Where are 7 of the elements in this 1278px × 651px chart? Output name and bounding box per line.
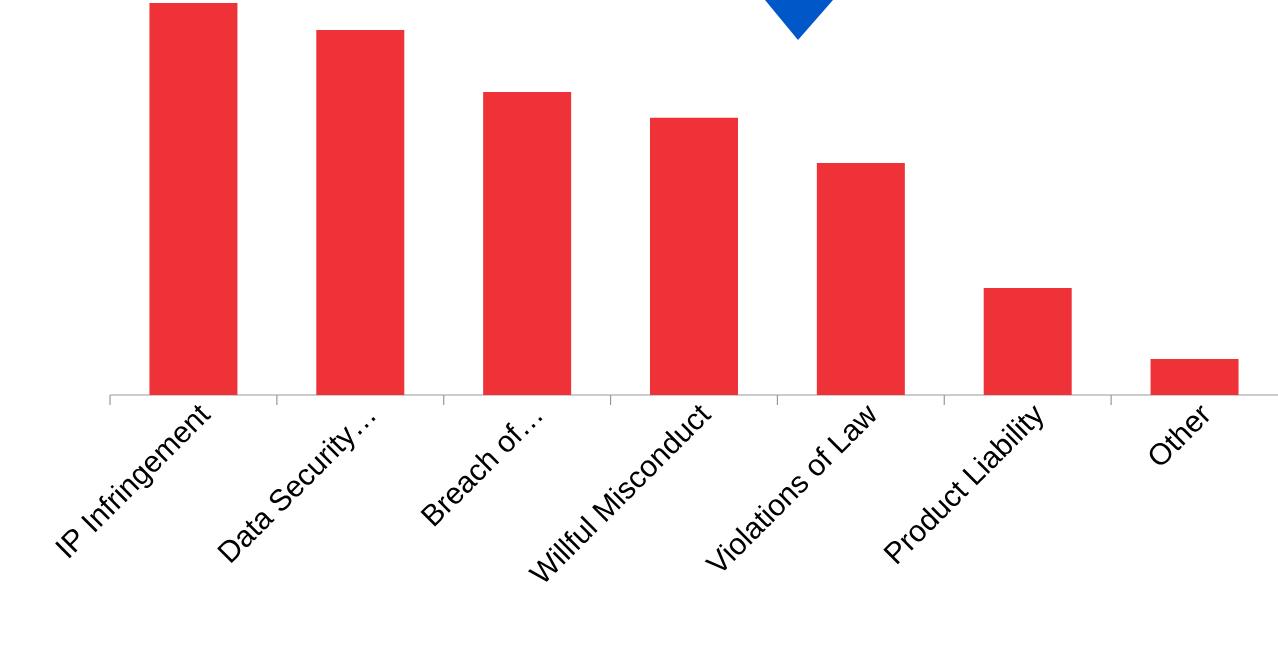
bar [650,117,738,395]
bar [149,3,238,395]
bar [983,287,1072,395]
bar [316,30,405,395]
bar [483,91,572,395]
bar [816,162,905,395]
bar [1150,358,1239,395]
